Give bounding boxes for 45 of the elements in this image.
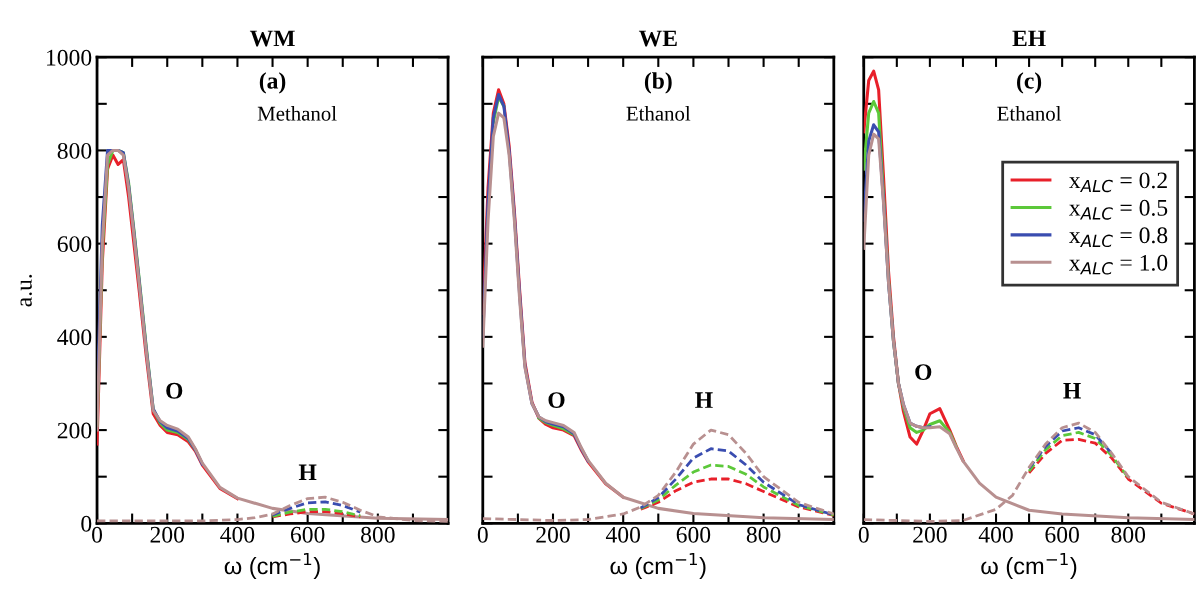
annotation: Ethanol: [626, 106, 691, 121]
x-tick-label: 200: [150, 526, 185, 543]
annotation: O: [548, 392, 565, 409]
x-tick-label: 800: [746, 526, 781, 543]
annotation: O: [915, 364, 932, 381]
x-tick-label: 400: [978, 526, 1013, 543]
legend-label: x$_{ALC}$ = 1.0: [1069, 254, 1168, 275]
x-tick-label: 0: [858, 526, 869, 543]
annotation: O: [166, 382, 183, 399]
x-tick-label: 600: [676, 526, 711, 543]
annotation: (c): [1017, 72, 1042, 94]
chart-title: WM: [249, 30, 295, 47]
annotation: H: [695, 392, 713, 408]
y-tick-label: 600: [57, 236, 92, 253]
y-tick-label: 400: [57, 329, 92, 346]
x-tick-label: 600: [1045, 526, 1079, 543]
annotation: (a): [259, 72, 286, 94]
x-axis-title: ω (cm$^{−1}$): [610, 553, 706, 580]
annotation: (b): [644, 72, 672, 94]
y-tick-label: 1000: [47, 49, 92, 66]
x-tick-label: 800: [361, 526, 395, 543]
chart-title: WE: [638, 30, 677, 47]
annotation: Methanol: [257, 106, 337, 121]
x-tick-label: 200: [913, 526, 947, 543]
legend-label: x$_{ALC}$ = 0.2: [1069, 172, 1167, 193]
x-axis-title: ω (cm$^{−1}$): [981, 553, 1077, 580]
x-tick-label: 800: [1111, 526, 1146, 543]
legend-label: x$_{ALC}$ = 0.8: [1069, 227, 1168, 248]
line-series: [271, 500, 362, 517]
legend-label: x$_{ALC}$ = 0.5: [1069, 199, 1168, 220]
annotation: H: [298, 464, 317, 481]
chart-title: EH: [1012, 30, 1046, 47]
annotation: H: [1063, 383, 1081, 399]
x-tick-label: 400: [220, 526, 255, 543]
x-tick-label: 400: [605, 526, 641, 543]
x-axis-title: ω (cm$^{−1}$): [224, 553, 320, 580]
x-tick-label: 600: [290, 526, 325, 543]
y-tick-label: 200: [57, 422, 92, 439]
y-axis-title: a.u.: [20, 274, 32, 307]
y-tick-label: 0: [81, 515, 92, 532]
x-tick-label: 200: [536, 526, 570, 543]
annotation: Ethanol: [997, 106, 1062, 121]
x-tick-label: 0: [92, 526, 103, 543]
x-tick-label: 0: [477, 526, 488, 543]
y-tick-label: 800: [57, 142, 92, 159]
